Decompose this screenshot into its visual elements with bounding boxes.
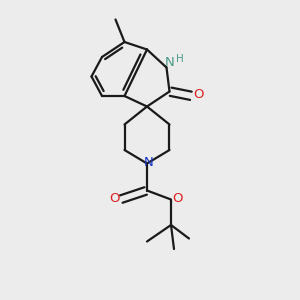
Text: H: H [176, 54, 183, 64]
Text: O: O [172, 192, 183, 205]
Text: N: N [144, 156, 153, 169]
Text: O: O [109, 192, 119, 205]
Text: N: N [165, 56, 175, 70]
Text: O: O [194, 88, 204, 101]
